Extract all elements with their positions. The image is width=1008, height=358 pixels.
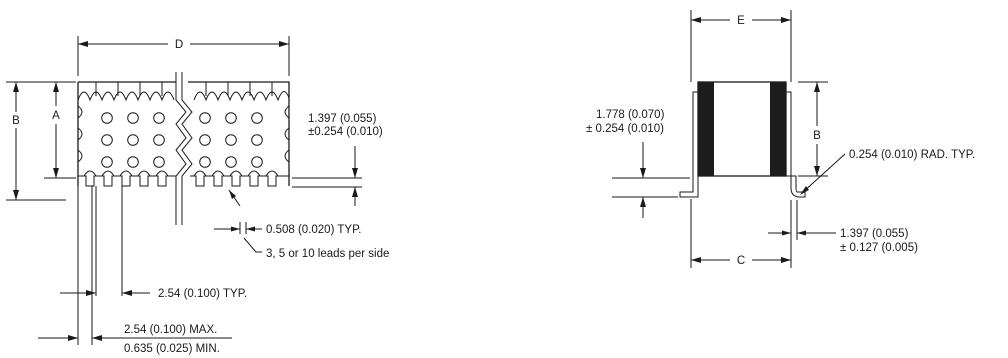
dimension-e: E <box>690 10 792 82</box>
pin-hole <box>225 156 237 168</box>
pin-hole <box>251 134 263 146</box>
offset-min-label: 0.635 (0.025) MIN. <box>124 343 220 355</box>
package-body-left-section <box>77 81 176 187</box>
dimension-a: A <box>44 81 76 179</box>
lead-height-line1: 1.397 (0.055) <box>308 113 377 125</box>
lead-thickness-line2: ± 0.127 (0.005) <box>840 242 918 254</box>
pin-hole <box>199 156 211 168</box>
dimension-lead-height: 1.397 (0.055) ±0.254 (0.010) <box>292 113 383 206</box>
dimension-d: D <box>77 36 290 76</box>
lead-thickness-line1: 1.397 (0.055) <box>840 228 909 240</box>
pitch-label: 2.54 (0.100) TYP. <box>158 288 247 300</box>
pin-hole <box>225 112 237 124</box>
dimension-lead-width: 0.508 (0.020) TYP. 3, 5 or 10 leads per … <box>214 189 389 260</box>
offset-max-label: 2.54 (0.100) MAX. <box>124 324 217 336</box>
dimension-c: C <box>690 199 792 268</box>
pin-hole <box>101 112 113 124</box>
pin-hole <box>153 112 165 124</box>
pin-hole <box>101 134 113 146</box>
package-side-body <box>679 81 806 198</box>
dimension-a-label: A <box>52 110 60 122</box>
pin-hole <box>199 134 211 146</box>
top-view: D A B 1. <box>6 36 389 355</box>
dimension-edge-offset: 2.54 (0.100) MAX. 0.635 (0.025) MIN. <box>38 186 232 355</box>
pin-hole <box>199 112 211 124</box>
lead-width-label: 0.508 (0.020) TYP. <box>266 224 361 236</box>
side-view: E B <box>586 10 975 268</box>
pin-hole <box>251 156 263 168</box>
pin-hole <box>153 156 165 168</box>
dimension-radius: 0.254 (0.010) RAD. TYP. <box>800 149 975 195</box>
dimension-lead-thickness: 1.397 (0.055) ± 0.127 (0.005) <box>768 200 918 254</box>
pin-hole <box>251 112 263 124</box>
dimension-e-label: E <box>737 15 745 27</box>
dimension-b-left-label: B <box>12 115 20 127</box>
standoff-line2: ± 0.254 (0.010) <box>586 123 664 135</box>
pin-hole <box>225 134 237 146</box>
package-body-right-section <box>188 81 290 187</box>
radius-label: 0.254 (0.010) RAD. TYP. <box>849 149 975 161</box>
pin-hole <box>101 156 113 168</box>
dimension-d-label: D <box>175 39 183 51</box>
pin-hole <box>127 112 139 124</box>
pin-hole <box>127 156 139 168</box>
lead-height-line2: ±0.254 (0.010) <box>308 126 383 138</box>
leads-note: 3, 5 or 10 leads per side <box>266 248 389 260</box>
break-lines <box>175 72 193 225</box>
pin-hole <box>153 134 165 146</box>
dimension-b-left: B <box>6 81 66 201</box>
pin-hole <box>127 134 139 146</box>
dimension-c-label: C <box>737 255 745 267</box>
dimension-b-right-label: B <box>813 130 821 142</box>
dimension-standoff: 1.778 (0.070) ± 0.254 (0.010) <box>586 109 690 218</box>
dimension-b-right: B <box>798 81 828 177</box>
standoff-line1: 1.778 (0.070) <box>596 109 665 121</box>
dimension-pitch: 2.54 (0.100) TYP. <box>60 186 247 300</box>
